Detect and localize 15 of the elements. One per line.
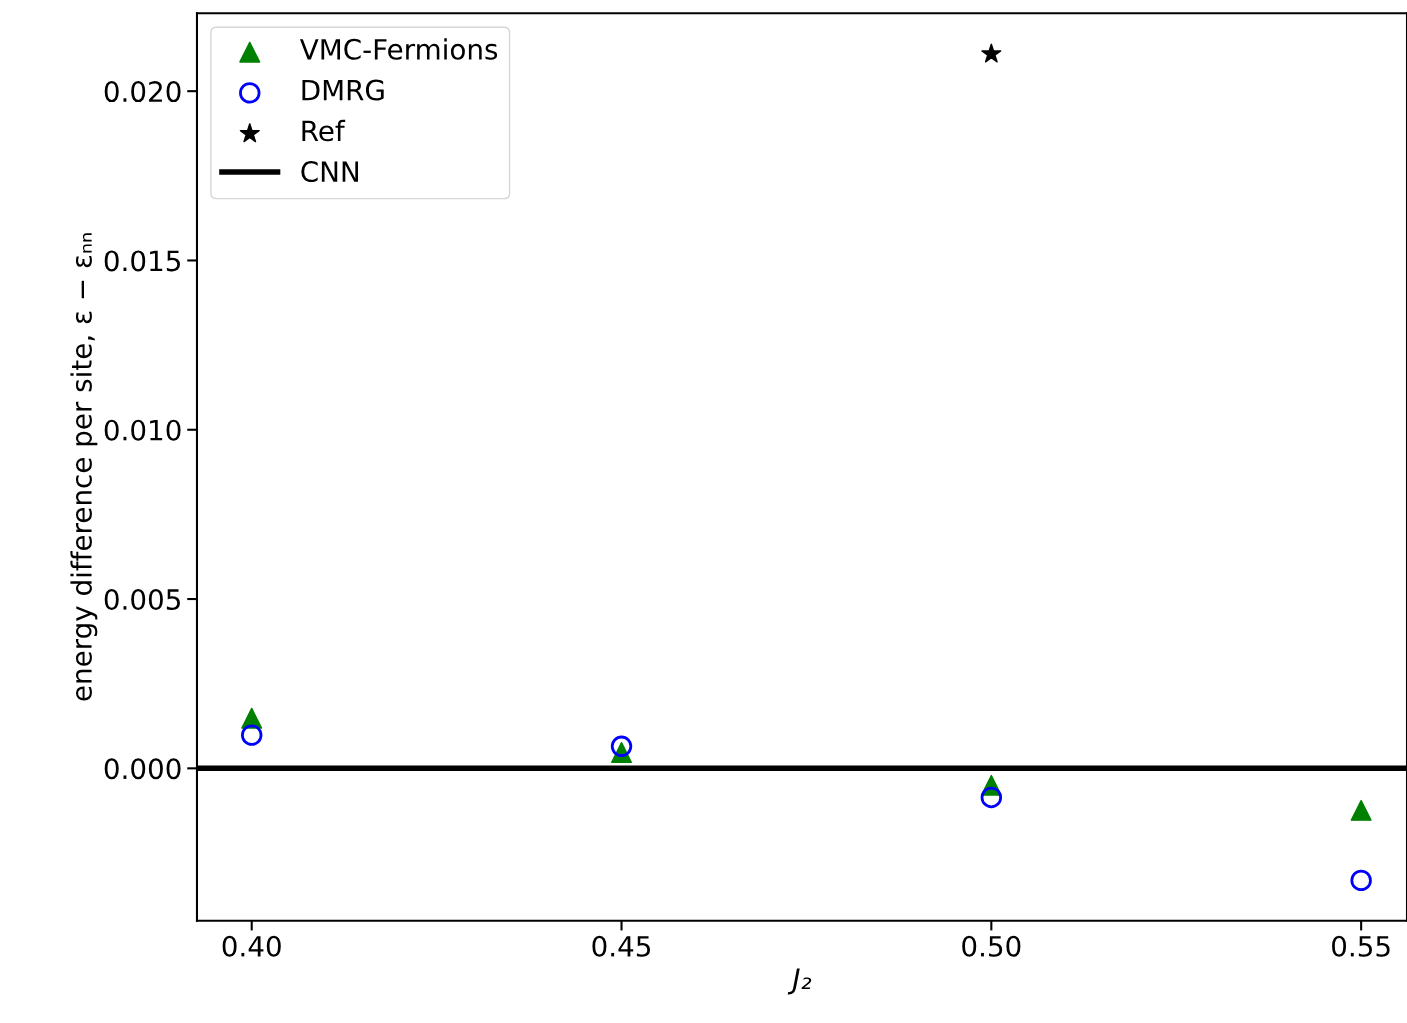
x-tick-label: 0.40 — [222, 935, 281, 957]
x-tick-label: 0.45 — [592, 935, 651, 957]
y-tick-label: 0.015 — [104, 250, 180, 272]
y-tick-label: 0.010 — [104, 419, 181, 441]
y-axis-title: energy difference per site, ε − εₙₙ — [70, 233, 98, 701]
legend-label: CNN — [301, 161, 358, 183]
legend-label: DMRG — [302, 79, 384, 101]
x-tick-label: 0.50 — [962, 935, 1021, 957]
legend-label: Ref — [302, 119, 346, 142]
x-tick-label: 0.55 — [1332, 935, 1390, 957]
y-tick-label: 0.000 — [104, 758, 181, 780]
y-tick-label: 0.005 — [104, 588, 180, 610]
legend-label: VMC-Fermions — [299, 38, 498, 60]
y-tick-label: 0.020 — [104, 81, 181, 103]
x-axis-title: J₂ — [787, 968, 812, 995]
